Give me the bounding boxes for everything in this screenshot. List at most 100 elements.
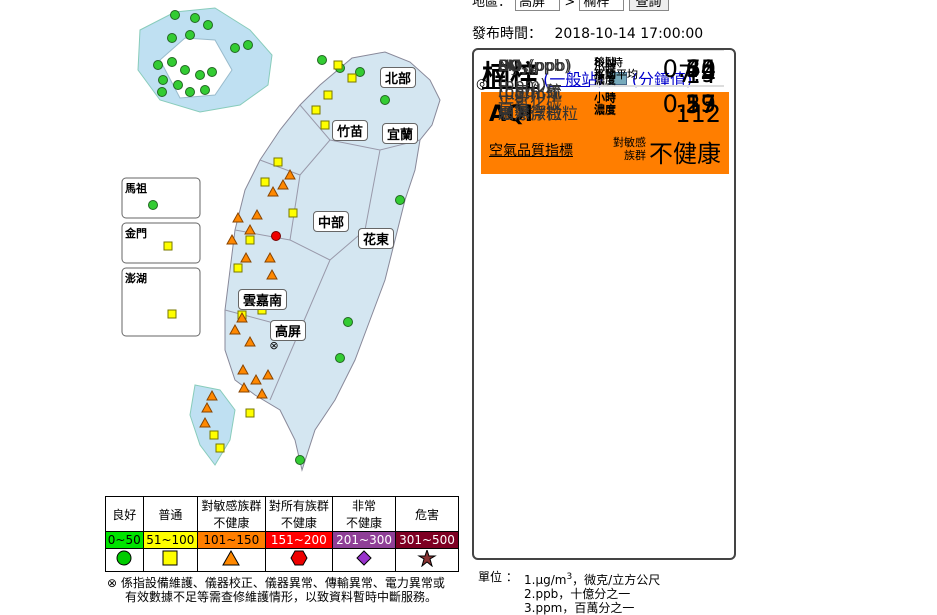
legend-symbol [162,550,178,566]
marker-sensitive [232,211,244,223]
unit: (ppm) [498,75,547,94]
legend-header: 對敏感族群 不健康 [197,496,266,532]
name: SO [498,56,521,75]
legend-icon [197,548,266,572]
marker-good [207,67,217,77]
name-line: PM10 [498,56,562,82]
header-text: 非常 [352,499,377,513]
marker-good [170,10,180,20]
unit-sup: 3 [545,86,552,97]
marker-sensitive [266,268,278,280]
query-button[interactable]: 查詢 [628,0,669,11]
region-label: 高屏 [270,320,307,341]
legend-icon [105,548,144,572]
unit-line: (ppb) [498,82,541,101]
name-line: CO [498,56,562,75]
unit-sup: 3 [545,86,552,97]
marker-good [153,60,163,70]
marker-good [180,65,190,75]
chart-icon[interactable] [608,72,627,85]
marker-moderate [245,408,255,418]
marker-moderate [311,105,321,115]
legend-icon [142,548,199,572]
pollutant-name: PM2.5 (μg/m3) 細懸浮微粒 [498,56,578,123]
name-sub: 3 [510,67,517,79]
marker-sensitive [206,389,218,401]
marker-sensitive [199,416,211,428]
marker-moderate [333,60,343,70]
label-line: 小時 [594,90,616,104]
reading: 小時 濃度 0.29 [590,85,724,121]
marker-sensitive [201,401,213,413]
reading-value: 0.40 [662,54,716,83]
station-panel: 楠梓 (一般站) (分鐘值) AQI 112 空氣品質指標 對敏感 族群 不健康 … [472,48,736,560]
marker-sensitive [226,233,238,245]
aqi-box: AQI 112 空氣品質指標 對敏感 族群 不健康 [481,92,729,174]
pollutant-name: PM10 (μg/m3) 懸浮微粒 [498,56,562,123]
label-line: 濃度 [594,102,616,116]
station-select[interactable]: 楠梓 [579,0,625,11]
selected-icon: ◎ [476,76,489,92]
type-link[interactable]: (一般站) [543,70,604,89]
reading: 小時 濃度 57 [590,86,724,123]
pollutant-row: PM10 (μg/m3) 懸浮微粒 移動 平均 65 小時 濃度 53 [474,50,734,259]
marker-good [203,20,213,30]
pollutant-row: CO (ppm) 一氧化碳 8小時 移動平均 0.40 小時 濃度 0.29 [474,50,734,328]
legend-header: 非常 不健康 [332,496,397,532]
unit-line: (μg/m3) [498,82,562,104]
legend-note: ⊗ 係指設備維護、儀器校正、儀器異常、傳輸異常、電力異常或 有效數據不足等需查修… [107,576,445,604]
publish-time: 2018-10-14 17:00:00 [554,26,704,42]
header-text: 對所有族群 [268,499,329,513]
name-line: SO2(ppb) [498,56,570,82]
reading-value: 0.29 [662,89,716,118]
legend-icon [264,548,334,572]
units-label: 單位 ： [478,570,518,584]
station-name[interactable]: 楠梓 [482,59,539,92]
marker-sensitive [262,368,274,380]
header-text: 危害 [415,507,440,522]
header-text: 良好 [112,507,137,522]
inset-label: 馬祖 [125,182,147,195]
label-line: 小時 [594,90,616,104]
name-zh: 懸浮微粒 [498,103,563,123]
pollutant-row: ◎ O3 (ppb) 臭氧 8小時 移動平均 74 小時 濃度 57 [474,50,734,121]
legend-symbol [222,549,241,566]
aqi-link[interactable]: 空氣品質指標 [489,143,573,159]
publish: 發布時間： 2018-10-14 17:00:00 [472,23,703,43]
unit: (μg/m [498,84,546,104]
unit-end: ) [551,84,558,104]
marker-good [335,353,345,363]
region-select[interactable]: 高屏 [515,0,561,11]
unit-text: 1.μg/m [524,573,567,587]
legend-range: 0~50 [105,531,144,549]
marker-good [380,95,390,105]
legend-header: 良好 [105,496,144,532]
header-text: 不健康 [346,516,383,530]
borders [224,104,421,401]
status: 不健康 [649,140,721,168]
unit-item: 1.μg/m3，微克/立方公尺 [524,570,660,587]
taiwan [224,51,441,472]
label-line: 8小時 [594,56,623,69]
reading: 小時 濃度 14 [590,50,724,99]
label-line: 平均 [594,67,616,81]
label-line: 濃度 [594,73,616,86]
legend-range: 101~150 [197,531,266,549]
legend-table: 良好 普通 對敏感族群 不健康 對所有族群 不健康 非常 不健康 危害 0~50 51~100 101… [105,496,459,572]
pollutant-name: CO (ppm) 一氧化碳 [498,56,562,113]
marker-good [167,57,177,67]
unit: (ppb) [527,56,571,75]
label-line: 濃度 [594,104,616,117]
name-sub: 2.5 [521,67,538,79]
unit-line: (ppm) [498,75,562,94]
minute-link[interactable]: (分鐘值) [631,70,693,89]
marker-good [395,195,405,205]
inset-box [121,222,201,264]
label-line: 濃度 [594,102,616,116]
name-sub: 10 [521,67,535,79]
reading-label: 移動 平均 [594,56,616,81]
arrow: > [564,0,576,10]
pollutant-row: SO2(ppb) 二氧化硫 小時 濃度 7.9 [474,50,734,373]
marker-good [317,55,327,65]
